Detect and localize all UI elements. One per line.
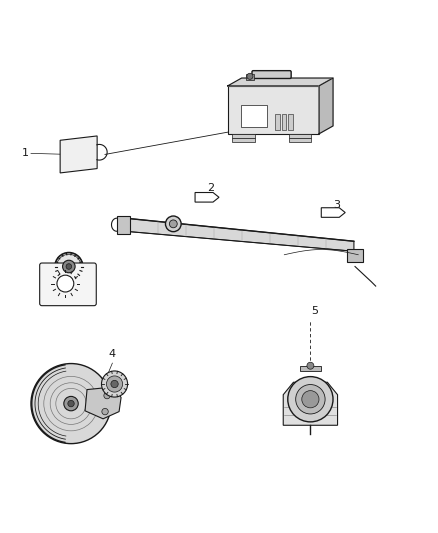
Circle shape — [104, 392, 110, 399]
Polygon shape — [195, 192, 219, 202]
Circle shape — [57, 275, 74, 292]
Circle shape — [55, 253, 83, 280]
Bar — [232, 134, 255, 138]
Circle shape — [296, 384, 325, 414]
Polygon shape — [60, 136, 97, 173]
Bar — [288, 114, 293, 130]
Circle shape — [111, 381, 118, 387]
Circle shape — [307, 362, 314, 369]
Text: 5: 5 — [311, 306, 318, 316]
Circle shape — [66, 264, 72, 269]
Text: 3: 3 — [333, 200, 340, 210]
Circle shape — [247, 73, 253, 79]
Polygon shape — [228, 78, 333, 86]
Circle shape — [68, 400, 74, 407]
Text: 2: 2 — [207, 183, 214, 193]
Text: 4: 4 — [109, 349, 116, 359]
Circle shape — [102, 371, 127, 397]
Circle shape — [31, 364, 111, 443]
Circle shape — [102, 408, 108, 415]
Polygon shape — [283, 382, 338, 425]
Circle shape — [288, 377, 333, 422]
Bar — [289, 134, 311, 138]
Circle shape — [63, 260, 75, 273]
Bar — [300, 366, 321, 371]
Bar — [232, 138, 255, 142]
FancyBboxPatch shape — [252, 71, 291, 78]
Bar — [241, 105, 267, 126]
Bar — [282, 114, 286, 130]
Circle shape — [106, 376, 123, 392]
Circle shape — [302, 391, 319, 408]
Bar — [347, 249, 363, 262]
Bar — [246, 74, 254, 80]
Circle shape — [57, 254, 81, 279]
Bar — [289, 138, 311, 142]
Polygon shape — [319, 78, 333, 134]
Circle shape — [166, 216, 181, 232]
Bar — [228, 86, 319, 134]
Circle shape — [64, 397, 78, 411]
FancyBboxPatch shape — [40, 263, 96, 305]
Circle shape — [170, 220, 177, 228]
Bar — [275, 114, 279, 130]
Text: 6: 6 — [43, 288, 50, 297]
Bar — [117, 215, 130, 234]
Polygon shape — [85, 387, 121, 419]
Text: 1: 1 — [22, 148, 29, 158]
Polygon shape — [130, 219, 354, 251]
Polygon shape — [321, 208, 345, 217]
